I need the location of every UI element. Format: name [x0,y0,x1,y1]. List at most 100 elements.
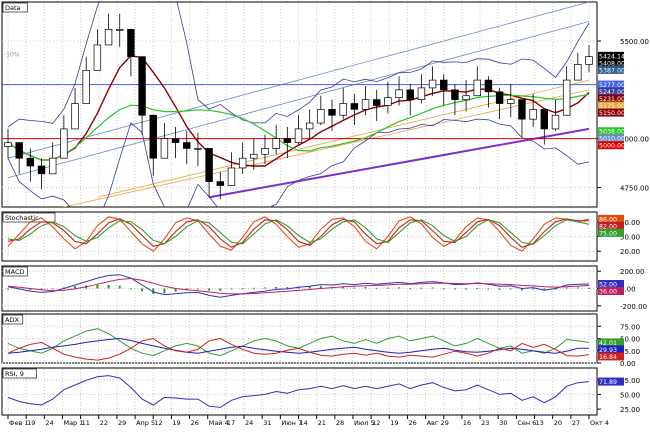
candle-body [406,89,414,100]
x-axis-label: 12 [372,419,380,427]
candle-body [484,79,493,93]
value-tag-label: 5000.00 [599,143,625,150]
value-tag-label: 82.00 [599,223,617,230]
stochastic-d-line [7,218,589,248]
candle-body [4,142,12,147]
x-axis-label: 16 [463,419,471,427]
candle-body [205,148,213,182]
x-axis-label: Окт 4 [590,419,609,427]
value-tag [598,214,624,223]
value-tag-label: 42.01 [599,340,617,347]
panel-title-box [2,2,28,13]
candle-body [328,109,336,116]
panel-title: Data [5,4,21,12]
x-axis-label: Май 4 [209,419,229,427]
value-tag [598,51,624,60]
candle-body [104,28,113,46]
x-axis-label: 26 [408,419,416,427]
x-axis-label: Июл 5 [354,419,375,427]
value-tag [598,65,624,74]
x-axis-label: 27 [572,419,580,427]
x-axis-label: 24 [45,419,53,427]
macd-histogram-bar [174,288,177,292]
x-axis-label: Июн 7 [281,419,302,427]
panel-title-box [2,368,37,379]
axis-tick-label: 200.00 [620,268,645,276]
macd-histogram-bar [163,288,166,294]
candle-body [227,167,236,186]
value-tag-label: 5424.14 [599,53,625,60]
macd-histogram-bar [487,288,490,290]
macd-histogram-bar [420,287,423,289]
candle-body [462,95,470,100]
value-tag-label: 5277.00 [599,82,625,89]
value-tag-label: 5175.00 [599,103,625,110]
candle-body [574,64,582,81]
stochastic-slow-line [7,219,590,245]
panel-title: Stochastic [5,214,39,222]
macd-histogram-bar [409,288,412,290]
macd-histogram-bar [241,288,244,290]
x-axis: Фев 119 24 Мар 111 22 29 Апр 5 12 19 26 Май 417 24… [7,415,609,427]
macd-histogram-bar [40,288,43,291]
candle-body [317,109,325,124]
macd-histogram-bar [74,286,77,289]
value-tag [598,134,624,143]
axis-tick-label: 50.00 [620,391,640,399]
value-tag [598,228,624,237]
macd-histogram-bar [398,287,401,289]
trend-line [63,89,590,207]
candle-body [540,109,549,130]
x-axis-label: 28 [336,419,344,427]
value-tag [598,377,624,386]
stochastic-k-line [7,216,590,252]
axis-tick-label: 75.00 [620,377,640,385]
x-axis-label: 20 [554,419,562,427]
macd-histogram-bar [386,287,389,289]
macd-histogram-bar [532,288,535,290]
panel-adx: 75.00 50.00 25.00 0.00 ADX [1,313,640,368]
macd-histogram-bar [62,287,65,289]
macd-histogram-bar [453,288,456,290]
x-axis-label: 21 [318,419,326,427]
axis-tick-label: 25.00 [620,406,640,414]
candle-body [261,148,269,155]
macd-histogram-bar [118,285,121,289]
macd-histogram-bar [565,287,568,289]
macd-histogram-bar [498,288,501,290]
x-axis-label: 22 [100,419,108,427]
value-tag [598,141,624,150]
value-tag-label: 5038.00 [599,129,625,136]
candle-body [183,142,191,149]
candle-body [585,56,593,65]
value-tag [598,127,624,136]
macd-histogram-bar [520,288,523,291]
x-axis-label: 12 [154,419,162,427]
x-axis-label: 19 [390,419,398,427]
candle-body [428,79,437,89]
macd-histogram-bar [364,287,367,289]
candle-body [451,89,459,100]
x-axis-label: 13 [536,419,544,427]
candle-body [350,103,359,110]
panel-price: 5500.00 5000.00 4750.00 Data [1,1,649,208]
value-tag [598,87,624,96]
candle-body [250,153,258,159]
sma-long-line [7,93,590,161]
candle-body [160,138,169,159]
value-tag-label: 16.84 [599,354,617,361]
x-axis-label: 11 [82,419,90,427]
value-tag-label: 52.00 [599,282,617,289]
x-axis-label: Фев 1 [9,419,29,427]
value-tag-label: 36.00 [599,289,617,296]
value-tag [598,345,624,354]
value-tag [598,108,624,117]
x-axis-label: 23 [481,419,489,427]
candle-body [171,138,180,143]
macd-histogram-bar [588,287,590,289]
candle-body [417,87,426,100]
panel-title: RSI, 9 [5,370,24,378]
macd-signal-line [7,277,590,295]
macd-histogram-bar [29,288,32,291]
candle-body [272,138,280,149]
